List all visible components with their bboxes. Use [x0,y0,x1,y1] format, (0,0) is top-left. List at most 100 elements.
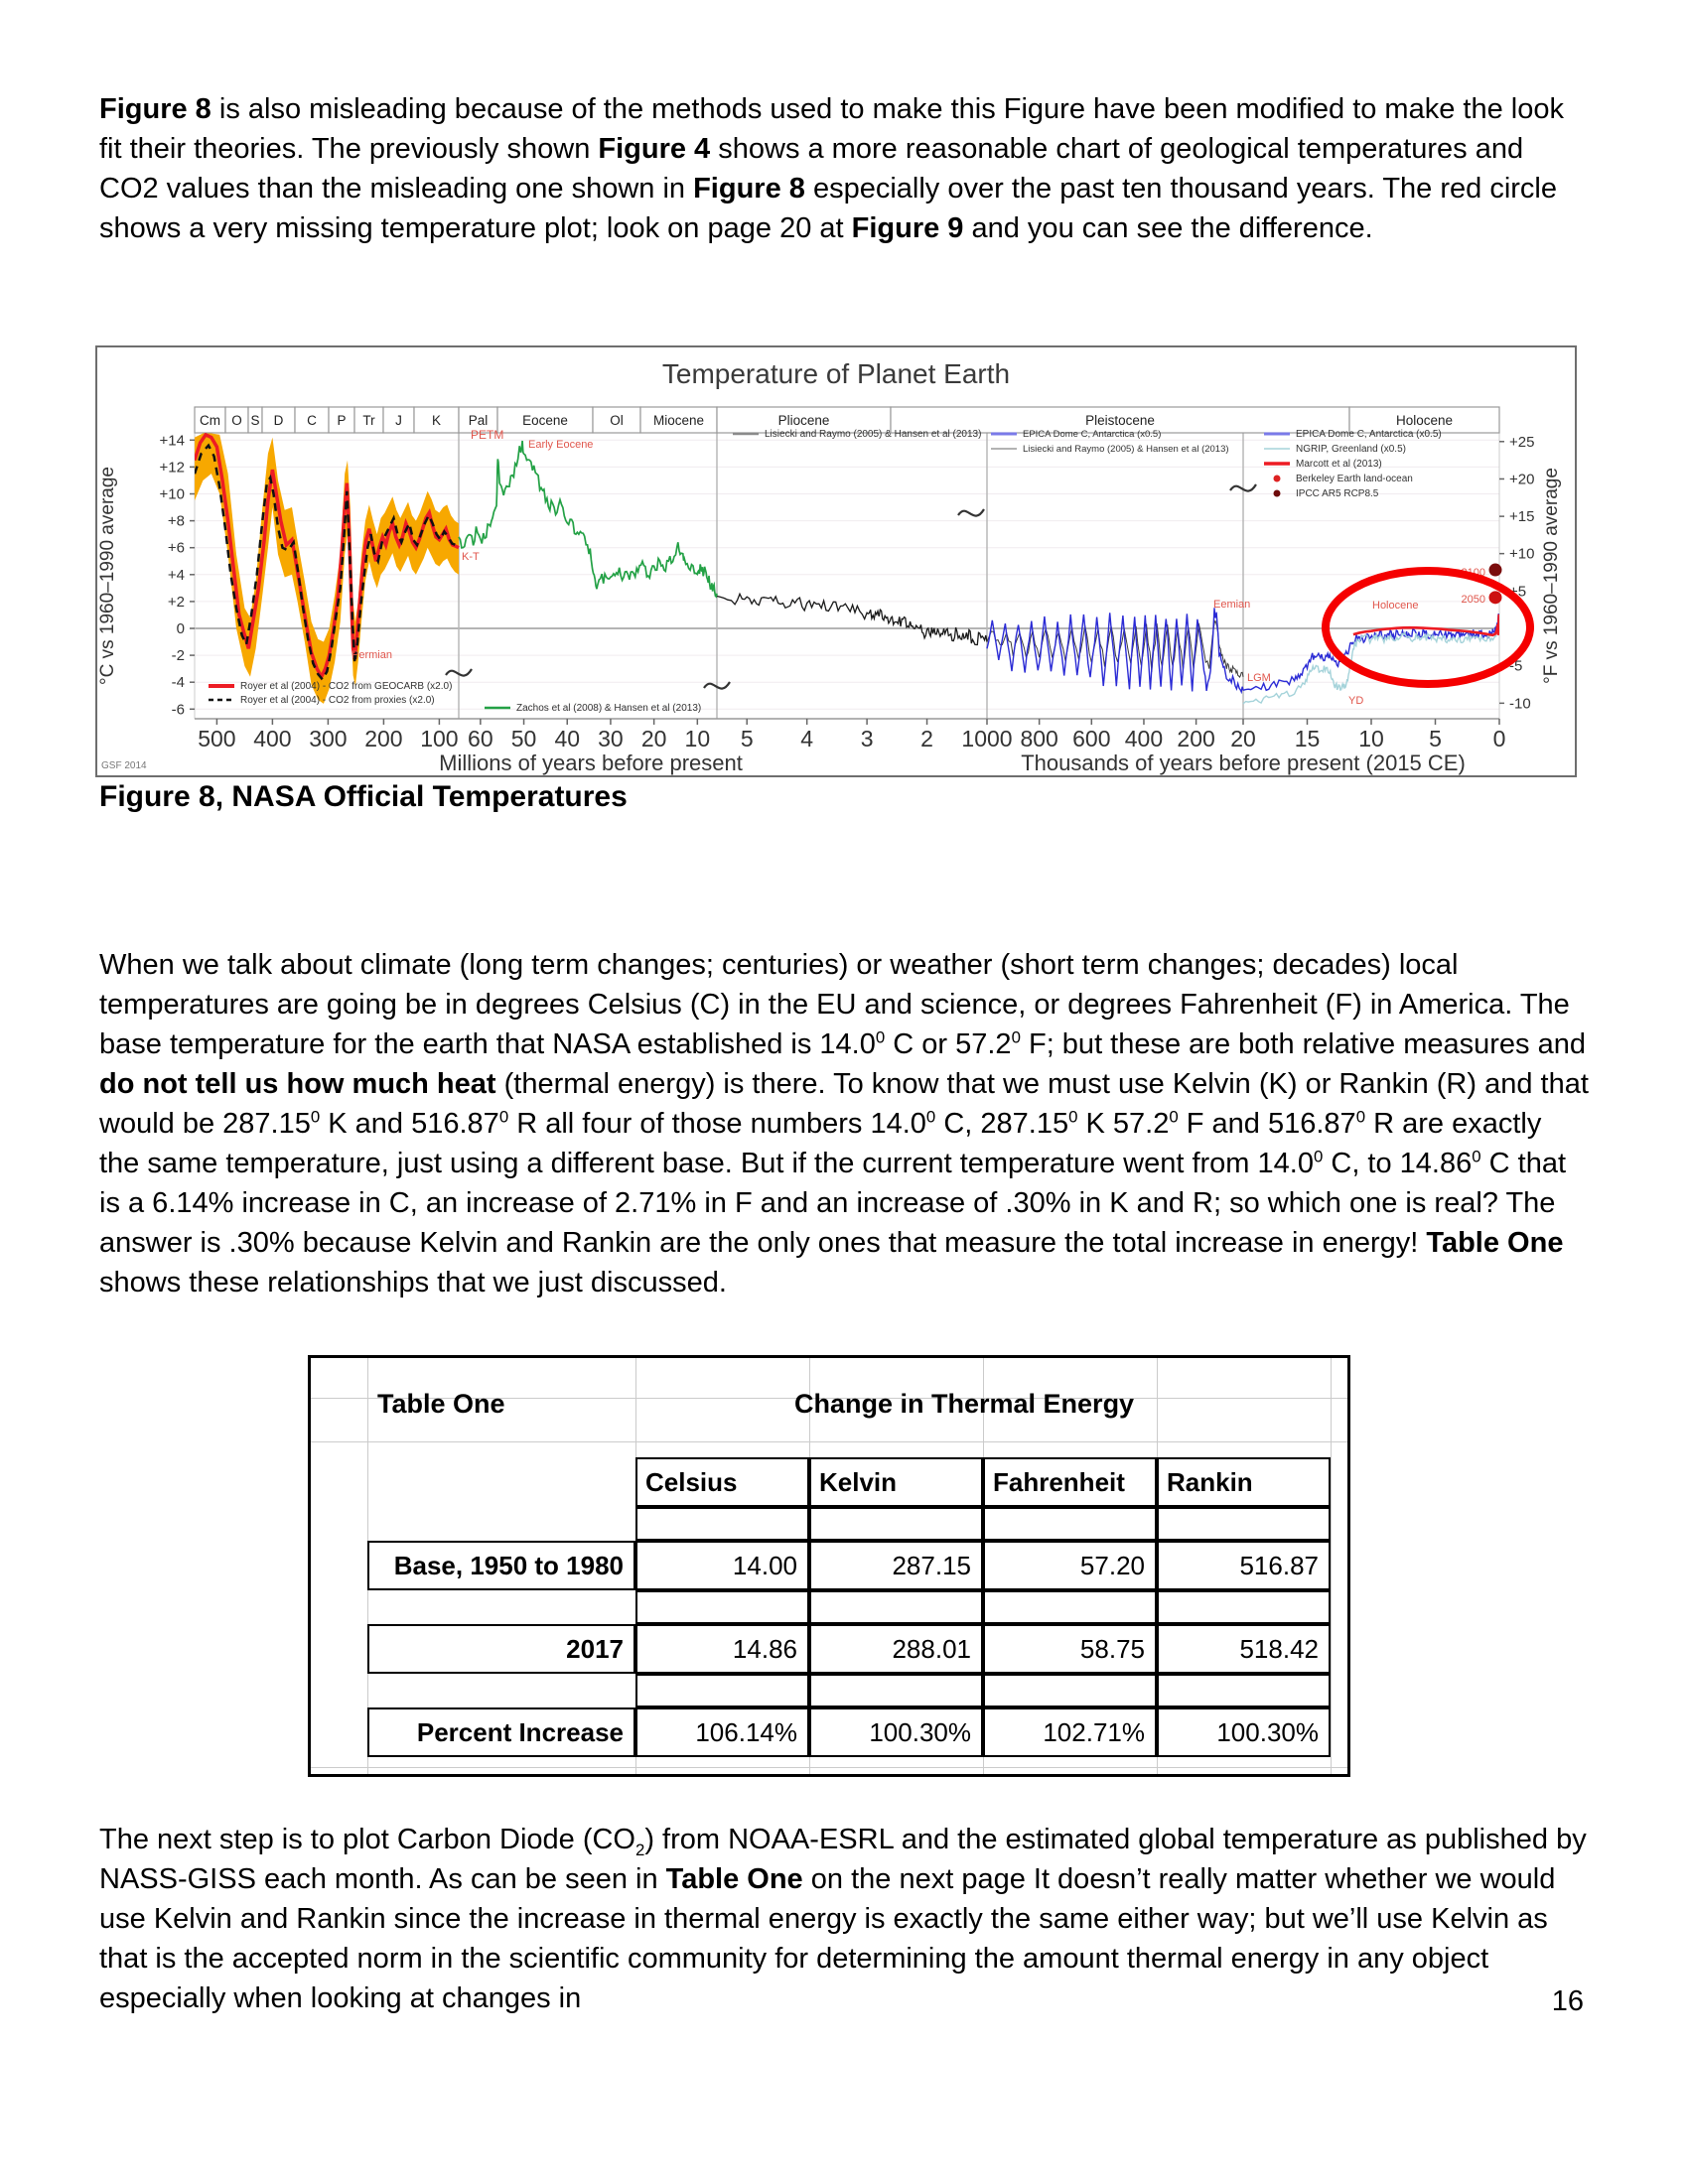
text-run: When we talk about climate (long term ch… [99,949,1570,1060]
x-tick-label: 60 [468,726,493,751]
x-tick-label: 2 [920,726,933,751]
legend-swatch-dot [1273,475,1281,482]
legend-block: Lisiecki and Raymo (2005) & Hansen et al… [733,429,981,440]
y-tick-label-c: +8 [168,513,185,530]
x-tick-label: 5 [1429,726,1442,751]
text-run: 0 [875,1027,886,1047]
text-run: shows these relationships that we just d… [99,1267,727,1298]
x-tick-label: 600 [1072,726,1110,751]
x-tick-label: 15 [1295,726,1321,751]
table-header-cell: Rankin [1157,1457,1331,1507]
legend-label: EPICA Dome C, Antarctica (x0.5) [1296,429,1442,440]
table-gridline-h [311,1767,1347,1768]
y-axis-fahrenheit: +25+20+15+10+5-5-10°F vs 1960–1990 avera… [1499,434,1562,712]
y-tick-label-c: +2 [168,594,185,611]
dot-2050 [1488,591,1502,605]
era-label: Pleistocene [1085,413,1155,428]
series-ngrip-holocene [1242,630,1497,705]
era-label: Ol [610,413,624,428]
annotation-2050: 2050 [1462,594,1485,606]
era-strip: Cm O S D C P Tr J K Pal Eocene Ol Miocene Pliocene Ple… [194,406,1500,434]
x-axis: 500 400 300 200 100 60 50 40 30 20 10 5 4 3 2 1000 800 60… [195,718,1506,775]
era-label: Eocene [522,413,568,428]
x-tick-label: 0 [1493,726,1506,751]
series-lisiecki-raymo-pliocene [716,592,988,646]
y-tick-label-c: -6 [172,701,185,718]
legend-swatch-dot [1273,489,1281,497]
x-tick-label: 100 [420,726,458,751]
x-axis-caption-thousands: Thousands of years before present (2015 … [1021,751,1466,775]
x-tick-label: 400 [1125,726,1163,751]
era-label: O [231,413,242,428]
era-cell [261,406,296,434]
text-run: K and 516.87 [320,1108,499,1140]
legend-block: EPICA Dome C, Antarctica (x0.5) Lisiecki … [991,429,1229,455]
x-tick-label: 300 [309,726,347,751]
table-empty-cell [809,1674,983,1707]
legend-block: Zachos et al (2008) & Hansen et al (2013… [485,703,701,714]
axis-break-marks [445,483,1257,690]
annotation-early-eocene: Early Eocene [528,439,593,451]
table-title: Table One [377,1388,505,1419]
era-cell [413,406,460,434]
text-run: shows a more reasonable chart of geologi… [99,133,1524,205]
table-header-cell: Kelvin [809,1457,983,1507]
text-run: on the next page It doesn’t really matte… [99,1863,1556,2014]
table-empty-cell [983,1590,1157,1624]
paragraph-figure8-intro: Figure 8 is also misleading because of t… [99,89,1589,248]
table-empty-cell [809,1507,983,1541]
legend-block: Royer et al (2004) - CO2 from GEOCARB (x… [209,681,452,706]
table-value-cell: 57.20 [983,1541,1157,1590]
red-circle-annotation [1322,567,1534,688]
table-value-cell: 14.00 [635,1541,809,1590]
text-run: ) from NOAA-ESRL and the estimated globa… [99,1824,1587,1895]
x-tick-label: 3 [861,726,874,751]
era-label: S [250,413,259,428]
y-tick-label-c: -4 [172,674,185,691]
table-empty-cell [635,1590,809,1624]
x-tick-label: 30 [598,726,624,751]
text-run: Table One [1426,1227,1564,1259]
text-run: 0 [1355,1107,1366,1127]
annotation-eemian: Eemian [1213,599,1250,611]
x-tick-label: 5 [741,726,754,751]
y-tick-label-c: +6 [168,540,185,557]
table-value-cell: 287.15 [809,1541,983,1590]
legend-label: Berkeley Earth land-ocean [1296,474,1413,484]
text-run: 0 [1011,1027,1021,1047]
era-label: Holocene [1396,413,1453,428]
text-run: Figure 8 [99,93,211,125]
table-empty-cell [809,1590,983,1624]
text-run: The next step is to plot Carbon Diode (C… [99,1824,635,1855]
y-tick-label-c: +12 [160,459,185,476]
annotation-permian: Permian [352,649,392,661]
text-run: R are exactly the same temperature, just… [99,1108,1542,1179]
x-tick-label: 200 [1177,726,1214,751]
chart-title: Temperature of Planet Earth [662,358,1010,389]
y-tick-label-c: +14 [160,432,185,449]
annotation-lgm: LGM [1247,672,1271,684]
table-value-cell: 518.42 [1157,1624,1331,1674]
x-tick-label: 400 [253,726,291,751]
figure8-image: Cm O S D C P Tr J K Pal Eocene Ol Miocene Pliocene Ple… [95,345,1577,777]
era-cell [294,406,330,434]
legend-label: Lisiecki and Raymo (2005) & Hansen et al… [1023,444,1229,455]
legend-label: Royer et al (2004) - CO2 from proxies (x… [240,695,435,706]
text-run: 0 [925,1107,936,1127]
text-run: Figure 4 [598,133,711,165]
y-tick-label-c: -2 [172,647,185,664]
series-epica-pleistocene [986,608,1244,695]
table-empty-cell [1157,1674,1331,1707]
y-tick-label-f: +25 [1509,434,1534,451]
red-annotations: PETM Early Eocene K-T Permian Eemian LGM YD Hol… [352,428,1502,707]
text-run: Figure 9 [851,212,964,244]
era-cell [328,406,355,434]
table-label-cell: 2017 [367,1624,635,1674]
text-run: Figure 8 [693,173,805,205]
table-header-cell: Celsius [635,1457,809,1507]
legend-label: NGRIP, Greenland (x0.5) [1296,444,1406,455]
table-subtitle: Change in Thermal Energy [794,1388,1135,1419]
text-run: especially over the past ten thousand ye… [99,173,1558,244]
y-tick-label-c: 0 [177,620,185,637]
